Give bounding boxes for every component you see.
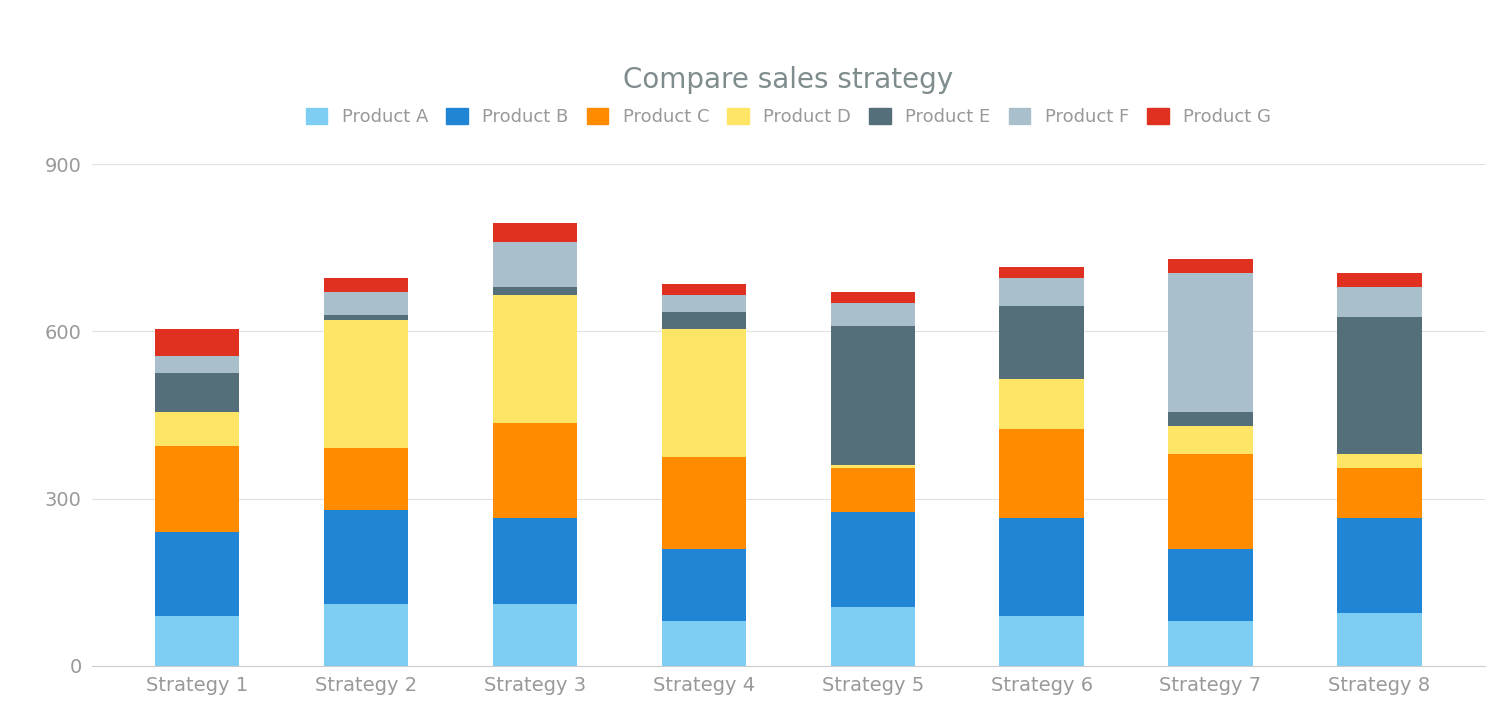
Bar bbox=[1336, 468, 1422, 518]
Bar bbox=[492, 518, 578, 605]
Bar bbox=[662, 457, 746, 549]
Bar bbox=[662, 329, 746, 457]
Bar bbox=[999, 267, 1084, 278]
Bar bbox=[831, 292, 915, 303]
Bar bbox=[1336, 518, 1422, 613]
Bar bbox=[324, 315, 408, 320]
Bar bbox=[1168, 621, 1252, 666]
Bar bbox=[662, 549, 746, 621]
Bar bbox=[1168, 412, 1252, 426]
Bar bbox=[324, 448, 408, 510]
Bar bbox=[154, 445, 240, 532]
Bar bbox=[999, 306, 1084, 379]
Bar bbox=[999, 379, 1084, 429]
Bar bbox=[154, 356, 240, 373]
Bar bbox=[154, 532, 240, 615]
Bar bbox=[324, 278, 408, 292]
Bar bbox=[662, 295, 746, 312]
Bar bbox=[999, 615, 1084, 666]
Bar bbox=[324, 292, 408, 315]
Bar bbox=[662, 284, 746, 295]
Bar bbox=[154, 615, 240, 666]
Bar bbox=[154, 329, 240, 356]
Bar bbox=[999, 518, 1084, 615]
Bar bbox=[492, 605, 578, 666]
Bar bbox=[831, 326, 915, 465]
Bar bbox=[1168, 426, 1252, 454]
Bar bbox=[999, 429, 1084, 518]
Bar bbox=[1168, 259, 1252, 273]
Bar bbox=[831, 465, 915, 468]
Bar bbox=[492, 242, 578, 287]
Bar bbox=[662, 621, 746, 666]
Bar bbox=[324, 510, 408, 605]
Bar bbox=[1336, 317, 1422, 454]
Bar bbox=[154, 373, 240, 412]
Title: Compare sales strategy: Compare sales strategy bbox=[622, 66, 954, 93]
Bar bbox=[1336, 454, 1422, 468]
Bar bbox=[999, 278, 1084, 306]
Bar bbox=[1336, 287, 1422, 317]
Bar bbox=[1168, 454, 1252, 549]
Bar bbox=[831, 513, 915, 607]
Bar bbox=[1336, 613, 1422, 666]
Bar bbox=[492, 424, 578, 518]
Bar bbox=[492, 295, 578, 424]
Bar bbox=[1336, 273, 1422, 287]
Bar bbox=[831, 607, 915, 666]
Bar bbox=[831, 468, 915, 513]
Bar bbox=[324, 320, 408, 448]
Bar bbox=[662, 312, 746, 329]
Bar bbox=[154, 412, 240, 445]
Bar bbox=[831, 303, 915, 326]
Legend: Product A, Product B, Product C, Product D, Product E, Product F, Product G: Product A, Product B, Product C, Product… bbox=[306, 108, 1270, 126]
Bar bbox=[492, 222, 578, 242]
Bar bbox=[1168, 549, 1252, 621]
Bar bbox=[324, 605, 408, 666]
Bar bbox=[1168, 273, 1252, 412]
Bar bbox=[492, 287, 578, 295]
